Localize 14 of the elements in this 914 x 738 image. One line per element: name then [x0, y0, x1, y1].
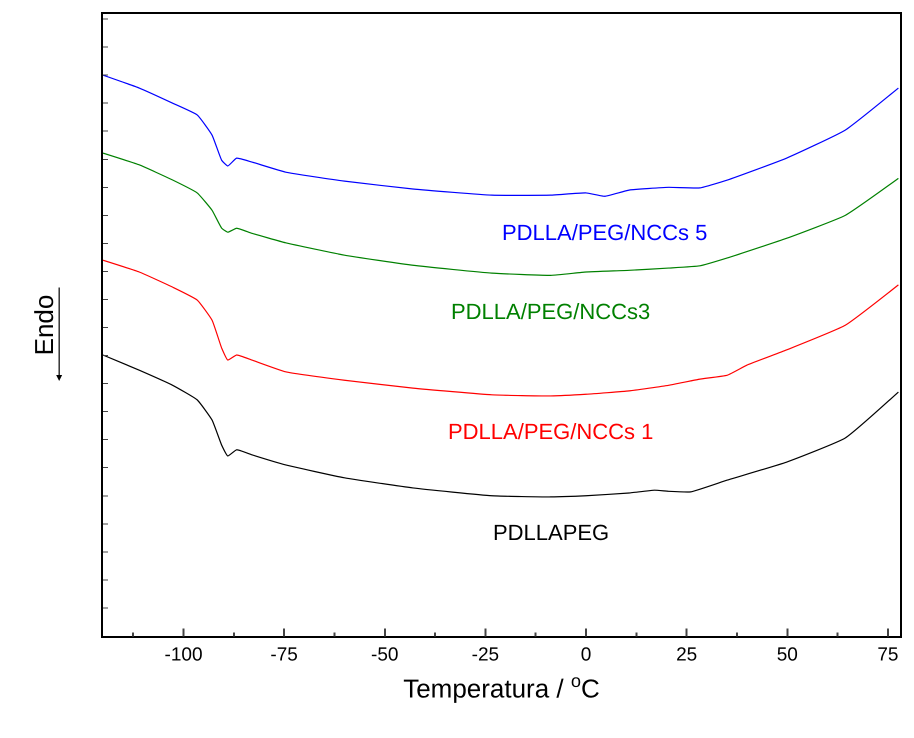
- x-tick-label: -25: [472, 644, 500, 666]
- series-label: PDLLA/PEG/NCCs 1: [448, 419, 654, 444]
- x-tick-label: -50: [371, 644, 399, 666]
- x-tick-label: 0: [580, 644, 592, 666]
- x-tick-label: 75: [877, 644, 898, 666]
- y-axis-title: Endo: [29, 294, 60, 356]
- x-tick-label: 25: [676, 644, 698, 666]
- series-label: PDLLA/PEG/NCCs3: [451, 299, 650, 324]
- series-label: PDLLA/PEG/NCCs 5: [502, 220, 708, 245]
- x-tick-label: 50: [776, 644, 798, 666]
- series-label: PDLLAPEG: [493, 520, 610, 545]
- x-tick-label: -100: [164, 644, 203, 666]
- x-axis-title: Temperatura / $^{o}$C: [403, 670, 600, 704]
- x-tick-label: -75: [270, 644, 298, 666]
